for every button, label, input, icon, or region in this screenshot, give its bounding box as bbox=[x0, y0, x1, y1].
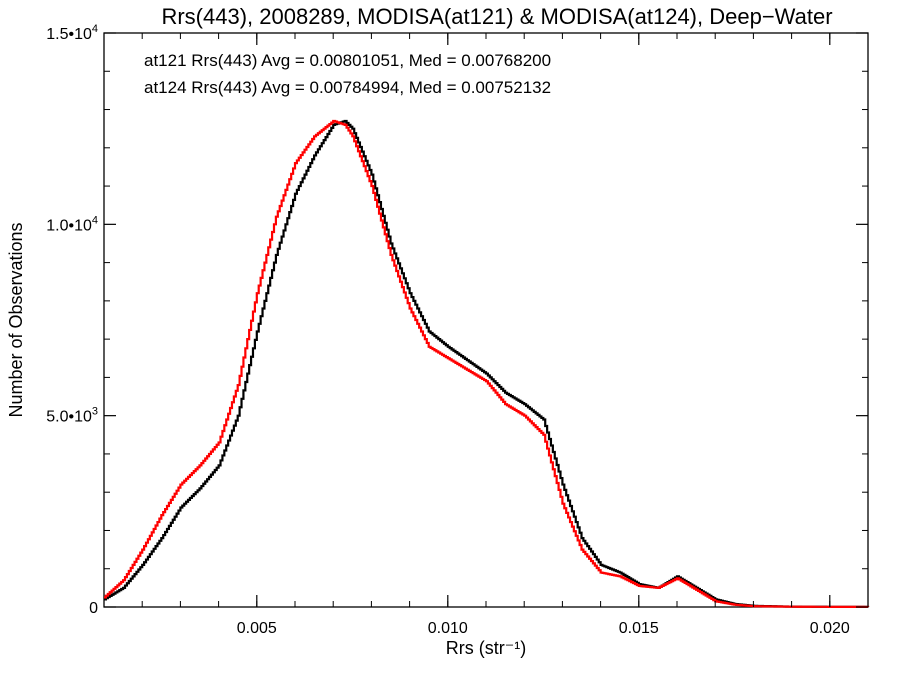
x-axis-label: Rrs (str⁻¹) bbox=[446, 638, 526, 658]
y-axis-label: Number of Observations bbox=[6, 222, 26, 417]
x-tick-label: 0.020 bbox=[810, 620, 850, 637]
annotation-at124: at124 Rrs(443) Avg = 0.00784994, Med = 0… bbox=[144, 78, 551, 97]
y-tick-label: 1.0•104 bbox=[46, 214, 98, 234]
chart-title: Rrs(443), 2008289, MODISA(at121) & MODIS… bbox=[161, 4, 832, 29]
series-layer bbox=[104, 119, 870, 609]
plot-frame bbox=[103, 32, 869, 608]
x-tick-label: 0.010 bbox=[428, 620, 468, 637]
y-tick-label: 5.0•103 bbox=[46, 406, 98, 426]
series-line-1 bbox=[104, 119, 870, 609]
series-line-0 bbox=[104, 119, 870, 609]
y-tick-label: 1.5•104 bbox=[46, 23, 98, 43]
x-tick-label: 0.015 bbox=[619, 620, 659, 637]
x-tick-label: 0.005 bbox=[237, 620, 277, 637]
y-tick-label: 0 bbox=[89, 600, 98, 617]
annotation-at121: at121 Rrs(443) Avg = 0.00801051, Med = 0… bbox=[144, 51, 551, 70]
tick-layer: 0.005 0.010 0.015 0.020 bbox=[103, 32, 869, 637]
y-tick-labels: 0 5.0•103 1.0•104 1.5•104 bbox=[46, 23, 98, 617]
